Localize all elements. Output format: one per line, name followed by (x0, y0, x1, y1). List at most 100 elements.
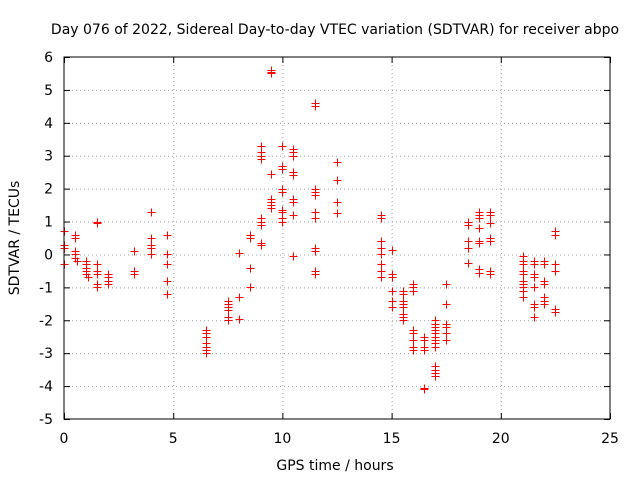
data-point (333, 198, 342, 207)
data-points (60, 66, 560, 394)
data-point (278, 188, 287, 197)
data-point (431, 372, 440, 381)
data-point (409, 346, 418, 355)
data-point (93, 219, 102, 228)
data-point (93, 283, 102, 292)
data-point (311, 214, 320, 223)
data-point (530, 260, 539, 269)
data-point (442, 336, 451, 345)
data-point (388, 246, 397, 255)
data-point (289, 171, 298, 180)
data-point (464, 221, 473, 230)
data-point (163, 231, 172, 240)
data-point (130, 247, 139, 256)
y-tick-label: 5 (44, 83, 53, 99)
data-point (71, 234, 80, 243)
data-point (84, 273, 93, 282)
chart-title: Day 076 of 2022, Sidereal Day-to-day VTE… (51, 22, 619, 38)
data-point (442, 300, 451, 309)
data-point (377, 260, 386, 269)
y-tick-label: -3 (39, 346, 53, 362)
data-point (311, 270, 320, 279)
y-tick-label: 2 (44, 182, 53, 198)
data-point (147, 234, 156, 243)
data-point (130, 270, 139, 279)
data-point (551, 260, 560, 269)
data-point (388, 303, 397, 312)
x-axis-label: GPS time / hours (276, 458, 393, 474)
data-point (442, 329, 451, 338)
data-point (289, 198, 298, 207)
x-tick-label: 10 (273, 431, 291, 447)
data-point (464, 259, 473, 268)
y-tick-label: -4 (39, 379, 53, 395)
data-point (377, 237, 386, 246)
data-point (289, 211, 298, 220)
data-point (540, 300, 549, 309)
data-point (267, 170, 276, 179)
data-point (104, 280, 113, 289)
data-point (147, 250, 156, 259)
y-tick-label: 1 (44, 215, 53, 231)
data-point (464, 244, 473, 253)
data-point (235, 293, 244, 302)
data-point (202, 349, 211, 358)
data-point (399, 303, 408, 312)
data-point (431, 343, 440, 352)
y-axis-label: SDTVAR / TECUs (7, 181, 23, 296)
axis-ticks (64, 57, 611, 420)
data-point (311, 247, 320, 256)
data-point (163, 260, 172, 269)
data-point (246, 283, 255, 292)
data-point (257, 221, 266, 230)
data-point (267, 69, 276, 78)
data-point (377, 273, 386, 282)
data-point (442, 280, 451, 289)
data-point (278, 142, 287, 151)
data-point (333, 209, 342, 218)
data-point (519, 270, 528, 279)
data-point (388, 273, 397, 282)
data-point (224, 306, 233, 315)
data-point (530, 283, 539, 292)
data-point (420, 336, 429, 345)
x-tick-label: 5 (169, 431, 178, 447)
data-point (551, 267, 560, 276)
data-point (289, 152, 298, 161)
y-tick-label: -1 (39, 280, 53, 296)
data-point (377, 214, 386, 223)
data-point (475, 239, 484, 248)
data-point (486, 237, 495, 246)
data-point (224, 316, 233, 325)
data-point (540, 280, 549, 289)
data-point (333, 176, 342, 185)
data-point (257, 241, 266, 250)
x-tick-label: 25 (601, 431, 619, 447)
data-point (530, 313, 539, 322)
y-tick-label: -5 (39, 412, 53, 428)
data-point (409, 329, 418, 338)
y-tick-label: 4 (44, 116, 53, 132)
plot-frame (63, 56, 611, 420)
data-point (246, 264, 255, 273)
x-tick-label: 0 (60, 431, 69, 447)
data-point (486, 219, 495, 228)
data-point (519, 293, 528, 302)
data-point (530, 273, 539, 282)
data-point (551, 231, 560, 240)
y-tick-label: 6 (44, 50, 53, 66)
data-point (93, 270, 102, 279)
x-tick-label: 20 (492, 431, 510, 447)
data-point (278, 165, 287, 174)
data-point (475, 269, 484, 278)
data-point (235, 315, 244, 324)
x-axis-tick-labels: 0 5 10 15 20 25 (60, 431, 619, 447)
x-tick-label: 15 (383, 431, 401, 447)
y-tick-label: -2 (39, 313, 53, 329)
data-point (399, 290, 408, 299)
data-point (289, 252, 298, 261)
data-point (464, 237, 473, 246)
grid-lines (64, 57, 610, 419)
data-point (377, 250, 386, 259)
